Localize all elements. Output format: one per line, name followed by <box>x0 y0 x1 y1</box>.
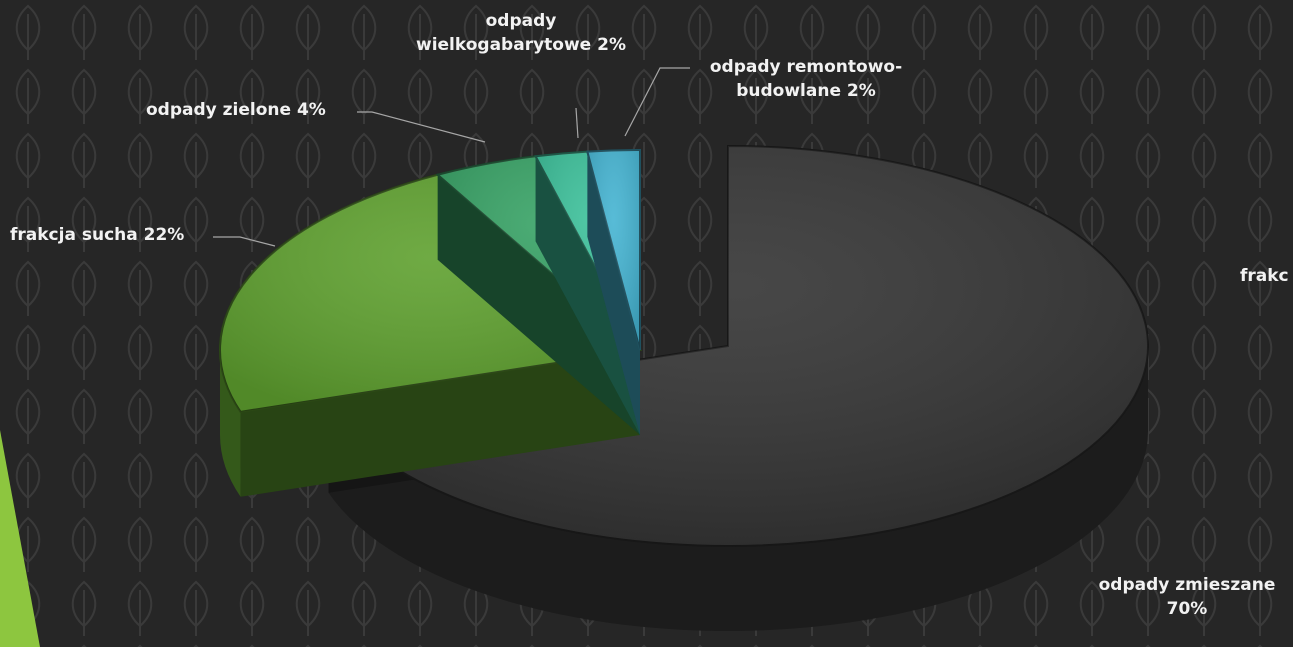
data-label-odpady-remontowo-budowlane: odpady remontowo-budowlane 2% <box>710 57 902 101</box>
slice-cut-face <box>587 151 640 435</box>
data-label-line: odpady zielone 4% <box>146 100 326 120</box>
slice-cut-face <box>240 350 640 497</box>
data-label-line: frakcja sucha 22% <box>10 225 184 245</box>
data-label-frakcja-sucha: frakcja sucha 22% <box>10 225 184 245</box>
pie-slice-odpady-remontowo-budowlane <box>586 148 641 435</box>
data-label-line: odpady remontowo- <box>710 57 902 77</box>
leader-line <box>357 111 486 143</box>
leader-line <box>213 236 276 247</box>
leader-line <box>575 107 579 139</box>
data-label-line: odpady <box>486 11 557 31</box>
slice-cut-face <box>535 156 640 435</box>
slice-top-sheen <box>219 174 640 412</box>
green-accent-shape <box>0 430 40 647</box>
data-label-odpady-zielone: odpady zielone 4% <box>146 100 326 120</box>
data-label-odpady-wielkogabarytowe: odpady wielkogabarytowe 2% <box>416 11 626 55</box>
slice-side-wall <box>328 346 1148 631</box>
slice-cut-face <box>437 174 640 436</box>
data-label-line: budowlane 2% <box>736 81 876 101</box>
slice-side-wall <box>220 350 241 497</box>
data-label-odpady-zmieszane: odpady zmieszane 70% <box>1099 575 1276 619</box>
data-label-line: 70% <box>1167 599 1208 619</box>
slice-top-sheen <box>587 150 640 350</box>
cut-off-label: frakc <box>1240 266 1289 286</box>
leader-line <box>624 67 690 137</box>
data-label-line: odpady zmieszane <box>1099 575 1276 595</box>
data-label-line: wielkogabarytowe 2% <box>416 35 626 55</box>
